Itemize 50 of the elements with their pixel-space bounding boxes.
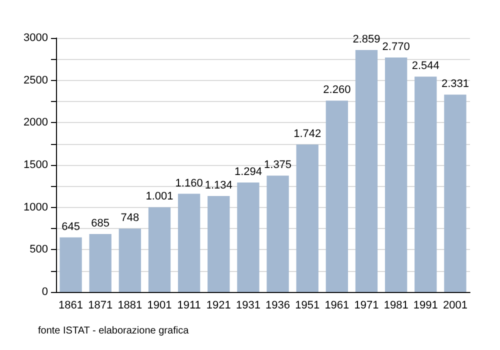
data-label: 2.260	[323, 84, 351, 96]
data-label: 1.294	[234, 166, 262, 178]
data-label: 2.859	[352, 33, 380, 46]
x-tick-label: 1911	[177, 300, 201, 312]
y-tick-label: 3000	[24, 32, 48, 44]
x-tick-label: 1871	[88, 300, 113, 312]
bar	[296, 144, 318, 292]
x-tick-label: 1936	[266, 300, 290, 312]
data-label: 1.134	[204, 179, 232, 192]
x-tick-label: 1971	[354, 300, 379, 312]
data-label: 748	[120, 212, 140, 224]
bar	[444, 94, 466, 292]
x-tick-label: 1991	[413, 300, 438, 312]
data-label: 1.001	[146, 190, 174, 203]
bar	[178, 194, 200, 292]
bar	[118, 228, 142, 292]
data-label: 2.770	[382, 40, 410, 53]
y-tick-label: 1000	[24, 201, 48, 214]
x-tick-label: 1921	[206, 300, 231, 312]
data-label: 1.160	[175, 177, 203, 190]
x-tick-label: 1861	[58, 300, 84, 312]
bar	[60, 237, 82, 292]
y-tick-label: 2000	[24, 116, 48, 129]
x-tick-label: 1881	[118, 300, 142, 312]
data-label: 1.742	[294, 128, 322, 140]
y-tick-label: 0	[42, 286, 48, 298]
bar	[266, 176, 289, 292]
y-tick-label: 1500	[24, 159, 48, 171]
x-tick-label: 1951	[295, 300, 320, 312]
data-label: 2.331	[441, 78, 469, 90]
bar	[355, 50, 378, 292]
y-tick-label: 2500	[24, 74, 48, 86]
data-label: 645	[62, 220, 80, 233]
x-tick-label: 2001	[442, 300, 468, 312]
source-note: fonte ISTAT - elaborazione grafica	[38, 326, 190, 336]
bar	[326, 100, 348, 292]
bar	[384, 57, 408, 292]
x-tick-label: 1961	[324, 300, 350, 312]
bar	[414, 76, 437, 292]
bar	[148, 207, 171, 292]
x-tick-label: 1931	[236, 300, 260, 312]
bar	[237, 182, 260, 292]
y-tick-label: 500	[30, 244, 48, 256]
data-label: 2.544	[412, 60, 440, 72]
data-label: 1.375	[264, 159, 292, 172]
data-label: 685	[91, 218, 110, 230]
x-tick-label: 1981	[384, 300, 408, 312]
bar	[208, 196, 230, 292]
x-tick-label: 1901	[147, 300, 172, 312]
bar	[89, 234, 112, 292]
